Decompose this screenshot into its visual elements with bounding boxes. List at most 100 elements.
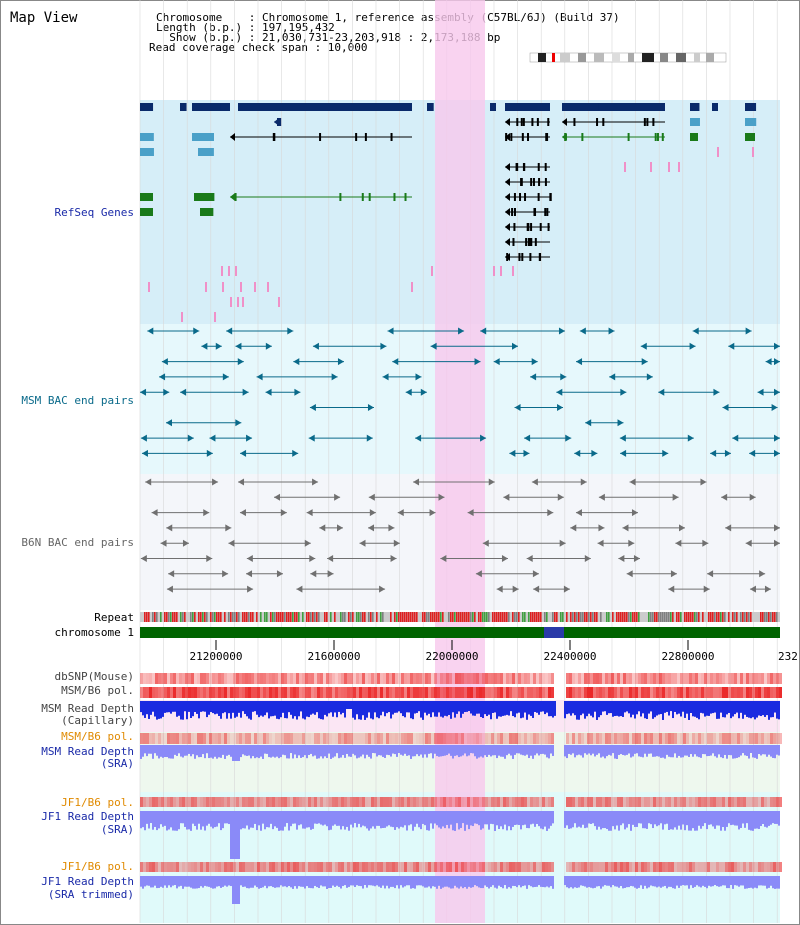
bac-end-right [759,570,766,578]
jf1-depth-sra-label[interactable]: JF1 Read Depth [41,810,134,823]
depth-bar [728,701,730,713]
heat-cell [656,797,659,807]
repeat-element [252,612,254,622]
depth-bar [574,811,576,824]
repeat-element [532,612,534,622]
heat-cell [731,862,734,872]
depth-bar [458,701,460,712]
jf1-b6-pol-2-label[interactable]: JF1/B6 pol. [61,860,134,873]
depth-bar [386,701,388,714]
repeat-element [710,612,712,622]
depth-bar [518,745,520,754]
jf1-depth-trim-label[interactable]: JF1 Read Depth [41,875,134,888]
repeat-element [396,612,398,622]
polymorphism-heatmaps[interactable] [140,673,782,872]
msm-bac-label[interactable]: MSM BAC end pairs [21,394,134,407]
bac-end-left [749,449,756,457]
msm-b6-pol-2-label[interactable]: MSM/B6 pol. [61,730,134,743]
heat-cell [173,687,176,698]
bac-end-right [163,388,170,396]
depth-bar [600,745,602,758]
read-depth-tracks[interactable] [140,701,780,904]
refseq-features[interactable] [140,103,757,322]
depth-bar [624,811,626,830]
depth-bar [224,811,226,824]
gene-exon [537,193,540,201]
depth-bar [142,745,144,757]
depth-bar [364,811,366,827]
heat-cell [164,673,167,684]
b6n-bac-label[interactable]: B6N BAC end pairs [21,536,134,549]
msm-depth-sra-label[interactable]: MSM Read Depth [41,745,134,758]
depth-bar [636,876,638,889]
gene-strand-arrow [194,193,199,201]
msm-bac-features[interactable] [140,327,780,457]
refseq-genes-label[interactable]: RefSeq Genes [55,206,134,219]
depth-bar [362,701,364,716]
heat-cell [227,862,230,872]
heat-cell [359,673,362,684]
heat-cell [611,862,614,872]
b6n-bac-features[interactable] [140,478,780,593]
depth-bar [522,876,524,887]
depth-bar [478,701,480,714]
depth-bar [550,745,552,754]
depth-bar [262,745,264,759]
repeat-element [504,612,506,622]
depth-bar [694,701,696,717]
heat-cell [350,673,353,684]
heat-cell [419,673,422,684]
heat-cell [581,733,584,744]
depth-bar [660,745,662,758]
msm-depth-capillary-label[interactable]: MSM Read Depth [41,702,134,715]
depth-bar [666,701,668,712]
heat-cell [443,862,446,872]
repeat-element [480,612,482,622]
heat-cell [314,733,317,744]
depth-bar [616,701,618,716]
heat-cell [287,862,290,872]
heat-cell [395,733,398,744]
depth-bar [300,701,302,712]
msm-b6-pol-label[interactable]: MSM/B6 pol. [61,684,134,697]
gene-exon [537,163,540,171]
chromosome-bar[interactable] [140,627,780,638]
repeat-element [658,612,660,622]
heat-cell [413,687,416,698]
chromosome-ideogram[interactable] [529,52,727,63]
depth-bar [344,745,346,758]
heat-cell [341,733,344,744]
depth-bar [196,811,198,830]
depth-bar [716,701,718,719]
heat-cell [725,797,728,807]
heat-cell [296,862,299,872]
heat-cell [281,687,284,698]
gene-strand-arrow [505,163,510,171]
depth-bar [720,701,722,713]
heat-cell [722,687,725,698]
repeat-element [148,612,150,622]
repeat-element [648,612,650,622]
gene-exon [513,208,516,216]
jf1-b6-pol-label[interactable]: JF1/B6 pol. [61,796,134,809]
repeat-element [762,612,764,622]
depth-bar [362,876,364,889]
depth-bar [752,876,754,889]
depth-bar [528,876,530,886]
heat-cell [149,687,152,698]
chromosome-label: chromosome 1 [55,626,134,639]
heat-cell [659,862,662,872]
depth-bar [422,745,424,758]
repeat-element [390,612,392,622]
bac-end-left [140,434,147,442]
heat-cell [314,797,317,807]
repeat-element [768,612,770,622]
heat-cell [371,687,374,698]
heat-cell [704,733,707,744]
dbsnp-label[interactable]: dbSNP(Mouse) [55,670,134,683]
depth-bar [146,701,148,715]
heat-cell [701,797,704,807]
gene-exon [750,118,753,126]
repeat-track[interactable] [140,612,780,622]
